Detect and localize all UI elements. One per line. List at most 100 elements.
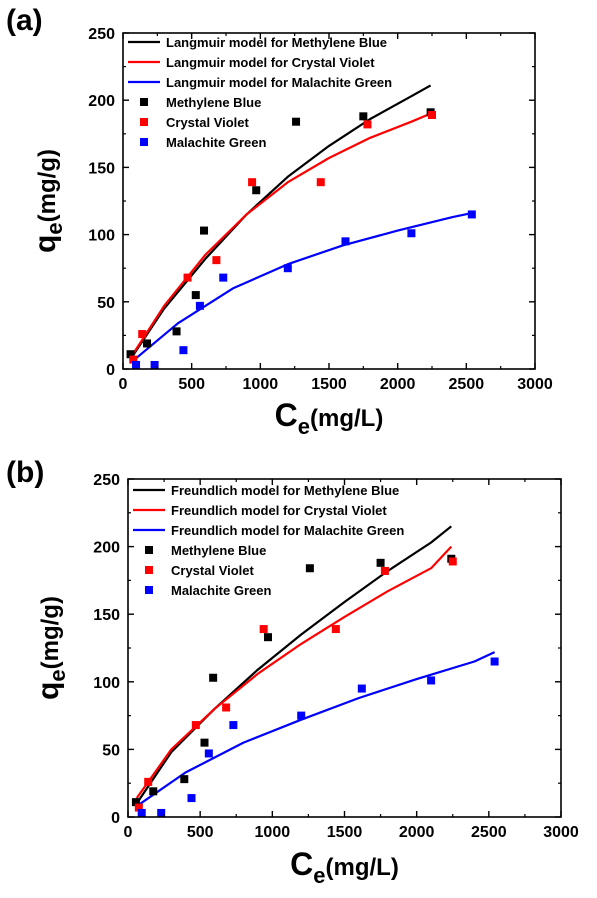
y-tick-label: 200 [88, 93, 115, 110]
point-methylene-blue [292, 117, 301, 126]
fit-line-langmuir-model-for-crystal-violet [130, 112, 432, 358]
x-axis-title-sub: e [298, 414, 310, 439]
y-axis-title-main: q [32, 682, 65, 700]
legend: Freundlich model for Methylene Blue Freun… [133, 483, 404, 598]
legend: Langmuir model for Methylene Blue Langmui… [128, 35, 392, 150]
y-tick-label: 50 [102, 742, 120, 759]
x-tick-label: 500 [187, 824, 214, 841]
legend-marker-swatch [140, 98, 148, 106]
point-crystal-violet [129, 355, 138, 364]
point-methylene-blue [191, 291, 200, 300]
x-tick-label: 2500 [449, 376, 485, 393]
point-methylene-blue [149, 787, 158, 796]
y-axis-title: qe(mg/g) [29, 149, 67, 253]
legend-label: Malachite Green [166, 135, 266, 150]
y-axis-title-sub: e [45, 669, 70, 681]
y-tick-label: 250 [93, 472, 120, 489]
point-crystal-violet [222, 703, 231, 712]
point-crystal-violet [331, 625, 340, 634]
point-malachite-green [341, 237, 350, 246]
x-axis-title-unit: (mg/L) [326, 854, 399, 881]
point-crystal-violet [363, 120, 372, 129]
y-tick-label: 100 [93, 675, 120, 692]
point-methylene-blue [126, 350, 135, 359]
legend-label: Freundlich model for Methylene Blue [171, 483, 399, 498]
panel-b: (b) 0 500 1000 1500 2000 2500 3000 0 50 100 150 200… [6, 456, 579, 888]
point-malachite-green [490, 657, 499, 666]
panel-a: (a) 0 500 1000 1500 2000 2500 3000 0 50 100 150 200… [6, 4, 553, 439]
point-methylene-blue [180, 775, 189, 784]
legend-label: Crystal Violet [171, 563, 255, 578]
legend-label: Malachite Green [171, 583, 271, 598]
y-tick-label: 250 [88, 26, 115, 43]
legend-marker-swatch [145, 566, 153, 574]
point-malachite-green [132, 360, 141, 369]
y-tick-label: 0 [106, 362, 115, 379]
y-tick-label: 0 [111, 810, 120, 827]
x-axis-title-unit: (mg/L) [310, 405, 383, 432]
legend-label: Freundlich model for Malachite Green [171, 523, 404, 538]
point-methylene-blue [252, 186, 261, 195]
x-tick-label: 1000 [243, 376, 279, 393]
x-axis-title: Ce(mg/L) [275, 397, 384, 439]
legend-marker-swatch [140, 138, 148, 146]
point-methylene-blue [264, 633, 273, 642]
point-malachite-green [407, 229, 416, 238]
point-crystal-violet [134, 803, 143, 812]
point-malachite-green [204, 749, 213, 758]
x-tick-label: 500 [178, 376, 205, 393]
point-crystal-violet [183, 273, 192, 282]
point-malachite-green [157, 808, 166, 817]
x-tick-label: 1000 [255, 824, 291, 841]
x-tick-label: 0 [124, 824, 133, 841]
legend-marker-swatch [145, 546, 153, 554]
point-malachite-green [137, 808, 146, 817]
legend-label: Langmuir model for Crystal Violet [166, 55, 375, 70]
legend-marker-swatch [145, 586, 153, 594]
x-tick-label: 2000 [399, 824, 435, 841]
point-malachite-green [195, 301, 204, 310]
point-methylene-blue [131, 798, 140, 807]
fit-line-langmuir-model-for-malachite-green [130, 212, 473, 364]
point-malachite-green [467, 210, 476, 219]
point-methylene-blue [200, 738, 209, 747]
fit-line-langmuir-model-for-methylene-blue [130, 84, 432, 359]
x-axis-title: Ce(mg/L) [290, 846, 399, 888]
point-malachite-green [179, 346, 188, 355]
point-methylene-blue [359, 112, 368, 121]
legend-label: Freundlich model for Crystal Violet [171, 503, 387, 518]
panel-label: (b) [6, 456, 44, 489]
legend-label: Langmuir model for Malachite Green [166, 75, 392, 90]
fit-line-freundlich-model-for-malachite-green [136, 651, 496, 808]
point-malachite-green [427, 676, 436, 685]
point-malachite-green [357, 684, 366, 693]
point-methylene-blue [376, 558, 385, 567]
x-tick-label: 2500 [471, 824, 507, 841]
x-axis-title-sub: e [313, 863, 325, 888]
point-malachite-green [283, 264, 292, 273]
y-axis-title: qe(mg/g) [32, 596, 70, 700]
point-crystal-violet [191, 721, 200, 730]
point-malachite-green [150, 360, 159, 369]
y-axis-title-unit: (mg/g) [37, 596, 64, 669]
point-crystal-violet [316, 178, 325, 187]
point-crystal-violet [144, 777, 153, 786]
point-crystal-violet [248, 178, 257, 187]
point-crystal-violet [428, 110, 436, 119]
x-tick-label: 2000 [380, 376, 416, 393]
point-malachite-green [297, 711, 306, 720]
legend-marker-swatch [140, 118, 148, 126]
y-axis-title-sub: e [42, 222, 67, 234]
x-tick-label: 3000 [543, 824, 579, 841]
y-tick-label: 150 [93, 607, 120, 624]
x-tick-label: 1500 [311, 376, 347, 393]
point-methylene-blue [200, 226, 209, 235]
point-malachite-green [187, 794, 196, 803]
point-crystal-violet [212, 256, 221, 265]
y-axis-title-unit: (mg/g) [34, 149, 61, 222]
fit-line-freundlich-model-for-crystal-violet [135, 545, 453, 799]
point-methylene-blue [172, 327, 181, 336]
y-axis-title-main: q [29, 235, 62, 253]
x-tick-label: 0 [119, 376, 128, 393]
